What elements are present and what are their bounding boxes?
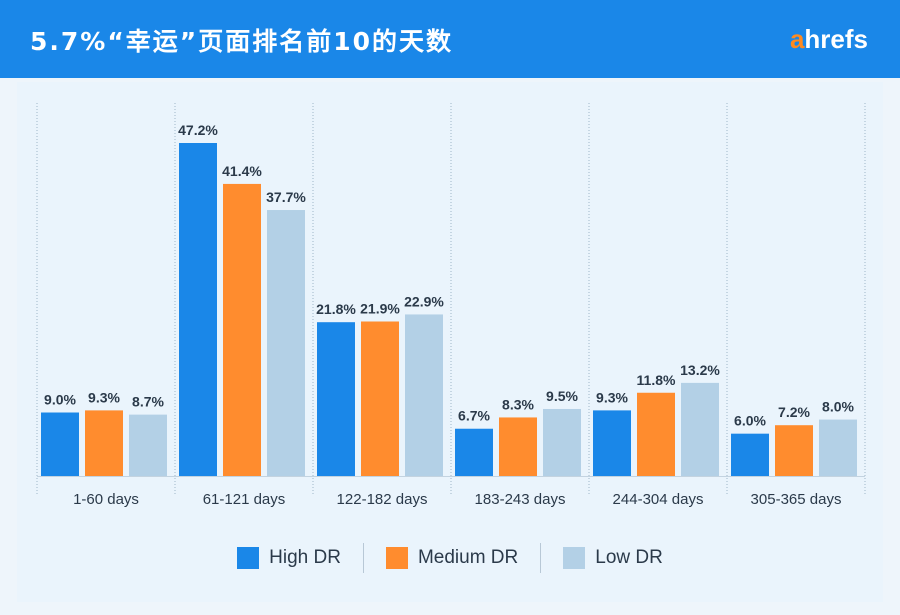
header-bar: 5.7%“幸运”页面排名前10的天数 ahrefs <box>0 0 900 78</box>
data-label: 11.8% <box>637 372 676 388</box>
legend-label-low: Low DR <box>595 547 663 568</box>
data-label: 13.2% <box>680 362 720 378</box>
legend-label-high: High DR <box>269 547 341 568</box>
data-label: 8.3% <box>502 396 534 412</box>
bar-high-dr <box>179 143 217 476</box>
legend-swatch-high <box>237 547 260 569</box>
legend-swatch-medium <box>385 547 408 569</box>
bar-high-dr <box>593 410 631 476</box>
data-label: 9.5% <box>546 388 578 404</box>
x-tick-label: 244-304 days <box>613 491 704 508</box>
legend: High DR Medium DR Low DR <box>0 540 900 576</box>
data-label: 47.2% <box>178 122 218 138</box>
bar-low-dr <box>267 210 305 476</box>
data-label: 7.2% <box>778 404 810 420</box>
bar-high-dr <box>317 322 355 476</box>
data-label: 9.3% <box>88 389 120 405</box>
data-label: 22.9% <box>404 293 444 309</box>
bar-medium-dr <box>361 321 399 476</box>
bar-low-dr <box>819 419 857 476</box>
bar-medium-dr <box>499 417 537 476</box>
bar-low-dr <box>543 408 581 476</box>
bar-medium-dr <box>85 410 123 476</box>
bar-medium-dr <box>223 183 261 476</box>
bar-high-dr <box>731 433 769 476</box>
bar-low-dr <box>681 382 719 476</box>
legend-separator <box>540 543 542 573</box>
ahrefs-logo: ahrefs <box>789 24 868 54</box>
data-label: 9.3% <box>596 389 628 405</box>
bar-low-dr <box>129 414 167 476</box>
data-label: 6.0% <box>734 413 766 429</box>
legend-item-low-dr: Low DR <box>541 547 685 569</box>
bar-high-dr <box>455 428 493 476</box>
data-label: 21.8% <box>316 301 356 317</box>
bar-medium-dr <box>637 392 675 476</box>
data-label: 37.7% <box>266 189 306 205</box>
legend-separator <box>362 543 364 573</box>
data-label: 6.7% <box>458 408 490 424</box>
legend-swatch-low <box>563 547 586 569</box>
data-label: 8.7% <box>132 394 164 410</box>
legend-item-medium-dr: Medium DR <box>364 547 540 569</box>
data-label: 41.4% <box>222 163 262 179</box>
data-label: 21.9% <box>360 300 400 316</box>
bar-high-dr <box>41 412 79 476</box>
chart-panel <box>17 82 883 602</box>
bar-low-dr <box>405 314 443 476</box>
legend-label-medium: Medium DR <box>417 547 519 568</box>
x-tick-label: 183-243 days <box>475 491 566 508</box>
x-tick-label: 1-60 days <box>73 491 139 508</box>
chart-title: 5.7%“幸运”页面排名前10的天数 <box>30 27 453 56</box>
data-label: 8.0% <box>822 399 854 415</box>
bar-medium-dr <box>775 425 813 476</box>
legend-item-high-dr: High DR <box>215 547 363 569</box>
x-tick-label: 61-121 days <box>203 491 286 508</box>
data-label: 9.0% <box>44 392 76 408</box>
x-tick-label: 305-365 days <box>751 491 842 508</box>
x-tick-label: 122-182 days <box>337 491 428 508</box>
